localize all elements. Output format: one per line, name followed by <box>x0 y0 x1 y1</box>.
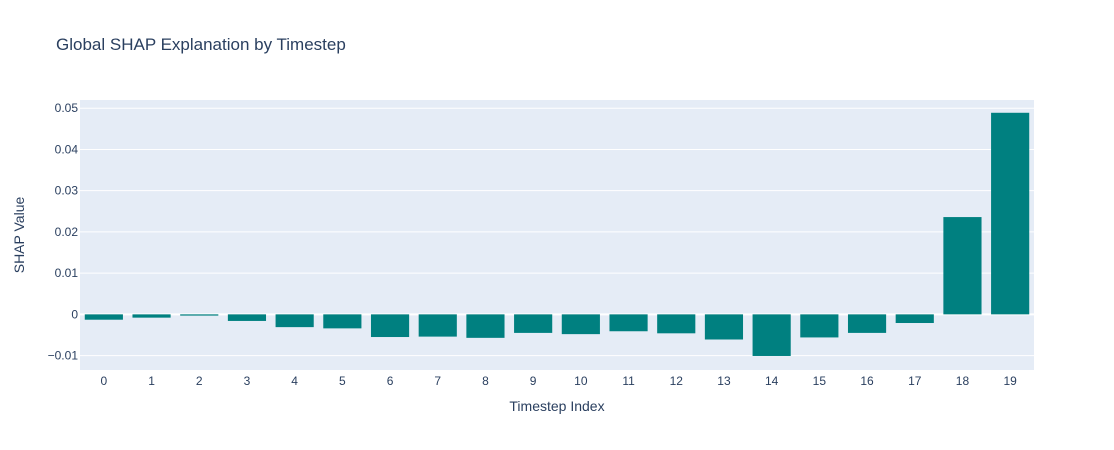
x-tick-label: 2 <box>196 374 203 388</box>
x-tick-label: 12 <box>670 374 684 388</box>
bar[interactable] <box>609 314 648 332</box>
x-axis-title: Timestep Index <box>509 398 604 414</box>
x-tick-label: 9 <box>530 374 537 388</box>
x-tick-label: 19 <box>1003 374 1017 388</box>
bar[interactable] <box>370 314 410 338</box>
x-tick-label: 13 <box>717 374 731 388</box>
chart-title: Global SHAP Explanation by Timestep <box>56 35 346 54</box>
x-tick-label: 10 <box>574 374 588 388</box>
y-tick-label: 0.03 <box>55 184 79 198</box>
bar[interactable] <box>704 314 744 340</box>
x-tick-label: 14 <box>765 374 779 388</box>
y-tick-label: −0.01 <box>48 349 79 363</box>
x-tick-label: 8 <box>482 374 489 388</box>
y-axis-title: SHAP Value <box>11 197 27 274</box>
x-tick-label: 15 <box>813 374 827 388</box>
bar[interactable] <box>847 314 887 333</box>
bar[interactable] <box>84 314 123 320</box>
bar[interactable] <box>752 314 791 356</box>
y-tick-labels: −0.01 0 0.01 0.02 0.03 0.04 0.05 <box>48 101 79 362</box>
x-tick-label: 17 <box>908 374 922 388</box>
bar[interactable] <box>657 314 696 334</box>
bar[interactable] <box>418 314 457 337</box>
x-tick-label: 1 <box>148 374 155 388</box>
y-tick-label: 0.02 <box>55 225 79 239</box>
bar[interactable] <box>943 217 982 315</box>
bar[interactable] <box>227 314 267 321</box>
x-tick-label: 3 <box>244 374 251 388</box>
bar[interactable] <box>466 314 505 338</box>
plot-area <box>80 100 1034 370</box>
x-tick-label: 7 <box>434 374 441 388</box>
bar[interactable] <box>561 314 600 335</box>
x-tick-label: 16 <box>860 374 874 388</box>
x-tick-label: 18 <box>956 374 970 388</box>
bar[interactable] <box>800 314 839 338</box>
y-tick-label: 0 <box>71 307 78 321</box>
y-tick-label: 0.05 <box>55 101 79 115</box>
y-tick-label: 0.04 <box>55 142 79 156</box>
bar[interactable] <box>323 314 362 329</box>
bar[interactable] <box>180 314 219 316</box>
bar[interactable] <box>132 314 171 318</box>
bar[interactable] <box>991 112 1030 315</box>
bars <box>84 112 1030 356</box>
bar[interactable] <box>514 314 553 333</box>
x-tick-label: 0 <box>101 374 108 388</box>
x-tick-label: 5 <box>339 374 346 388</box>
x-tick-label: 11 <box>622 374 635 388</box>
y-tick-label: 0.01 <box>55 266 79 280</box>
x-tick-labels: 0 1 2 3 4 5 6 7 8 9 10 11 12 13 14 15 16 17 18 19 <box>101 374 1018 388</box>
x-tick-label: 4 <box>291 374 298 388</box>
bar[interactable] <box>895 314 934 324</box>
x-tick-label: 6 <box>387 374 394 388</box>
bar[interactable] <box>275 314 314 328</box>
